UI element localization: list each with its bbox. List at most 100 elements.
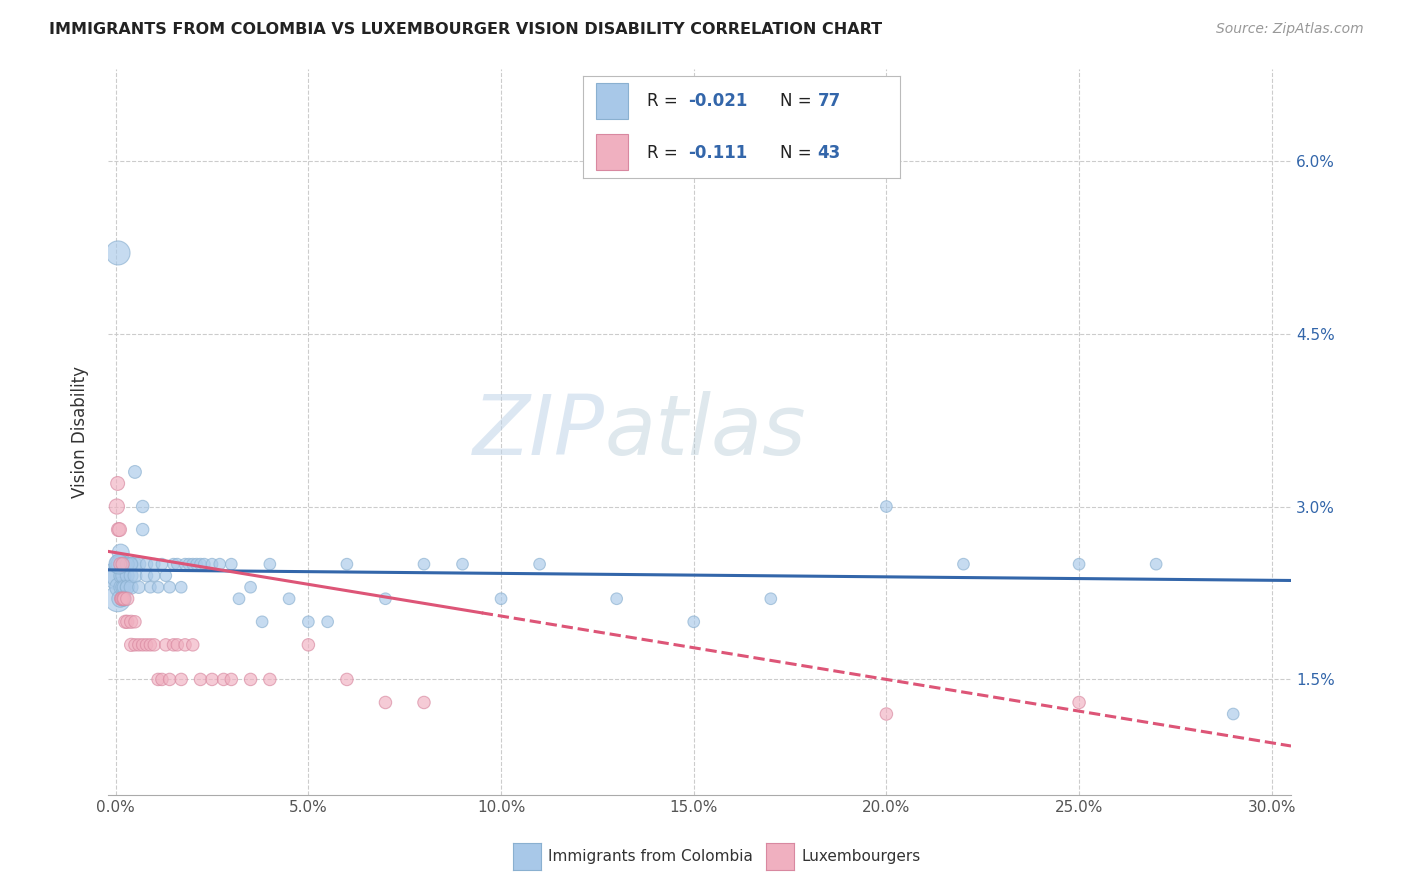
Point — [111, 591, 134, 606]
Point — [1067, 557, 1090, 571]
Point — [221, 673, 243, 687]
Point — [1222, 706, 1244, 721]
Point — [120, 568, 142, 582]
Point — [201, 557, 224, 571]
Point — [107, 591, 129, 606]
Point — [128, 557, 150, 571]
Point — [139, 638, 162, 652]
Point — [120, 580, 142, 594]
Point — [105, 568, 128, 582]
Point — [208, 557, 231, 571]
Point — [336, 673, 359, 687]
Point — [155, 568, 177, 582]
Point — [190, 673, 212, 687]
Point — [316, 615, 339, 629]
Point — [150, 557, 173, 571]
Point — [239, 673, 262, 687]
Point — [112, 591, 135, 606]
Point — [278, 591, 301, 606]
Point — [239, 580, 262, 594]
Point — [413, 696, 436, 710]
Point — [228, 591, 250, 606]
Point — [150, 673, 173, 687]
Point — [221, 557, 243, 571]
Point — [124, 615, 146, 629]
Point — [606, 591, 628, 606]
Point — [107, 557, 129, 571]
Point — [682, 615, 704, 629]
Point — [110, 546, 132, 560]
FancyBboxPatch shape — [596, 83, 627, 119]
Point — [875, 500, 897, 514]
Point — [107, 246, 129, 260]
Point — [124, 557, 146, 571]
Point — [139, 580, 162, 594]
Point — [128, 638, 150, 652]
Point — [297, 638, 319, 652]
Point — [170, 673, 193, 687]
Point — [107, 476, 129, 491]
Text: Source: ZipAtlas.com: Source: ZipAtlas.com — [1216, 22, 1364, 37]
Point — [117, 615, 139, 629]
Point — [108, 523, 131, 537]
Point — [181, 557, 204, 571]
Point — [875, 706, 897, 721]
Point — [135, 568, 157, 582]
Point — [186, 557, 208, 571]
Point — [143, 568, 166, 582]
Point — [1067, 696, 1090, 710]
Point — [107, 523, 129, 537]
Text: R =: R = — [647, 93, 683, 111]
Text: -0.021: -0.021 — [688, 93, 747, 111]
Point — [177, 557, 200, 571]
Point — [105, 500, 128, 514]
Point — [112, 591, 135, 606]
Point — [135, 557, 157, 571]
Point — [374, 696, 396, 710]
Point — [108, 557, 131, 571]
Point — [336, 557, 359, 571]
Point — [117, 591, 139, 606]
Text: 43: 43 — [818, 144, 841, 161]
Point — [952, 557, 974, 571]
Point — [250, 615, 273, 629]
Point — [124, 465, 146, 479]
Point — [117, 557, 139, 571]
FancyBboxPatch shape — [596, 135, 627, 170]
Point — [259, 673, 281, 687]
Point — [120, 615, 142, 629]
Text: N =: N = — [779, 144, 817, 161]
Point — [110, 591, 132, 606]
Point — [112, 591, 135, 606]
Point — [143, 557, 166, 571]
Point — [108, 580, 131, 594]
Point — [212, 673, 235, 687]
Point — [120, 557, 142, 571]
Point — [117, 568, 139, 582]
Point — [413, 557, 436, 571]
Text: N =: N = — [779, 93, 817, 111]
Point — [112, 580, 135, 594]
Point — [117, 580, 139, 594]
Point — [110, 557, 132, 571]
Point — [146, 580, 169, 594]
Text: 77: 77 — [818, 93, 841, 111]
Point — [146, 673, 169, 687]
Point — [174, 557, 197, 571]
Point — [107, 568, 129, 582]
Point — [259, 557, 281, 571]
Y-axis label: Vision Disability: Vision Disability — [72, 366, 89, 498]
Text: IMMIGRANTS FROM COLOMBIA VS LUXEMBOURGER VISION DISABILITY CORRELATION CHART: IMMIGRANTS FROM COLOMBIA VS LUXEMBOURGER… — [49, 22, 883, 37]
Point — [108, 557, 131, 571]
Point — [170, 580, 193, 594]
Point — [128, 580, 150, 594]
Point — [143, 638, 166, 652]
Text: -0.111: -0.111 — [688, 144, 747, 161]
Point — [124, 638, 146, 652]
Text: ZIP: ZIP — [472, 391, 605, 472]
Point — [759, 591, 782, 606]
Point — [159, 580, 181, 594]
Point — [1144, 557, 1167, 571]
Point — [110, 591, 132, 606]
Point — [166, 557, 188, 571]
